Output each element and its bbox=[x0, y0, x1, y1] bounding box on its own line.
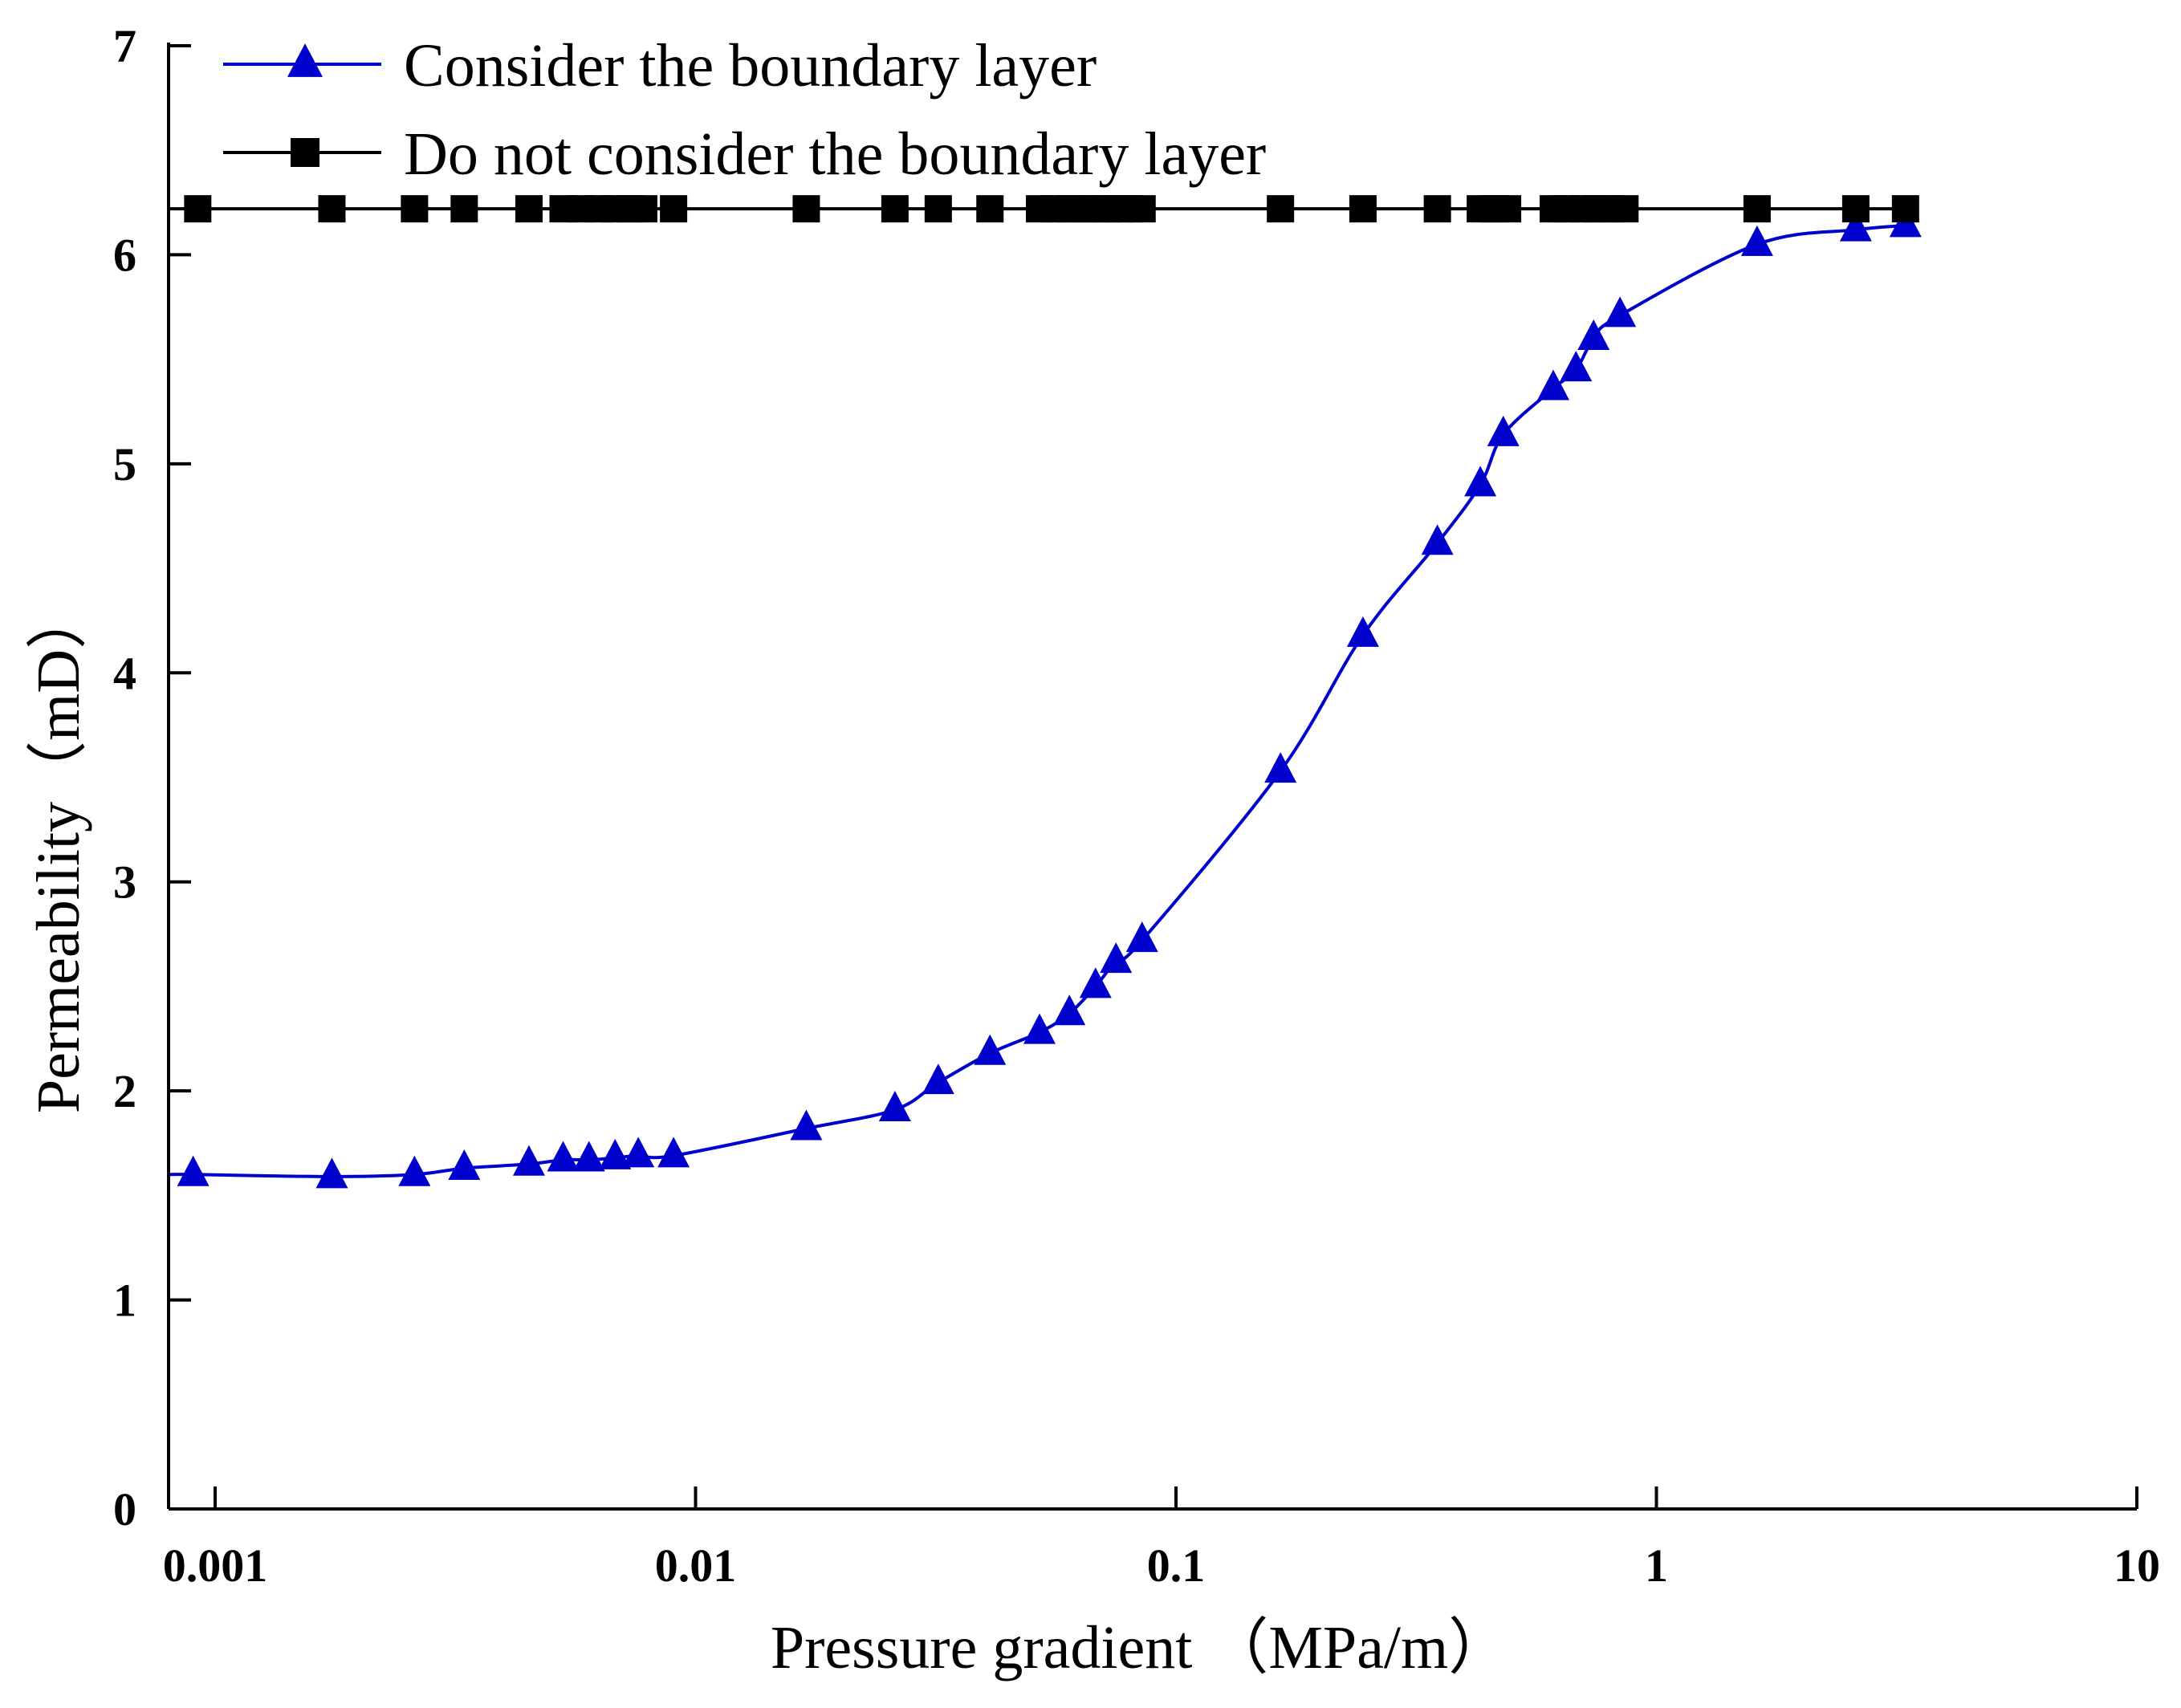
data-point-triangle bbox=[1023, 1013, 1056, 1044]
data-point-square bbox=[1841, 195, 1870, 223]
data-point-triangle bbox=[1100, 942, 1133, 974]
data-point-triangle bbox=[315, 1157, 348, 1189]
data-point-square bbox=[401, 195, 429, 223]
data-point-square bbox=[1267, 195, 1295, 223]
data-point-square bbox=[184, 195, 212, 223]
data-point-triangle bbox=[448, 1149, 481, 1180]
data-point-triangle bbox=[1053, 994, 1086, 1026]
data-point-triangle bbox=[512, 1145, 545, 1176]
legend: Consider the boundary layer Do not consid… bbox=[223, 32, 1266, 188]
x-tick-label: 1 bbox=[1645, 1539, 1668, 1592]
data-point-triangle bbox=[974, 1034, 1007, 1065]
x-tick-label: 0.01 bbox=[655, 1539, 737, 1592]
data-point-triangle bbox=[878, 1091, 911, 1122]
series-2 bbox=[168, 195, 1919, 223]
data-point-triangle bbox=[922, 1063, 954, 1095]
data-point-triangle bbox=[1560, 351, 1593, 382]
x-tick-label: 10 bbox=[2114, 1539, 2160, 1592]
y-tick-label: 0 bbox=[113, 1483, 136, 1535]
data-point-triangle bbox=[1537, 369, 1570, 401]
x-tick-label: 0.001 bbox=[163, 1539, 268, 1592]
data-point-triangle bbox=[1264, 752, 1297, 783]
data-point-triangle bbox=[177, 1155, 210, 1186]
data-point-triangle bbox=[790, 1109, 823, 1141]
legend-marker-square bbox=[291, 138, 319, 167]
y-tick-label: 3 bbox=[113, 856, 136, 909]
data-point-square bbox=[660, 195, 688, 223]
data-point-triangle bbox=[1839, 210, 1872, 242]
data-point-triangle bbox=[1740, 225, 1773, 256]
data-point-triangle bbox=[1487, 415, 1520, 446]
data-point-triangle bbox=[1577, 319, 1610, 351]
data-point-square bbox=[450, 195, 478, 223]
y-axis-title: Permeability（mD） bbox=[25, 588, 92, 1113]
legend-marker-triangle bbox=[287, 43, 323, 77]
legend-label: Do not consider the boundary layer bbox=[404, 120, 1266, 188]
data-point-triangle bbox=[599, 1138, 632, 1169]
data-point-square bbox=[792, 195, 820, 223]
data-point-triangle bbox=[657, 1137, 690, 1168]
data-point-triangle bbox=[622, 1137, 655, 1168]
data-point-triangle bbox=[1125, 921, 1158, 953]
data-point-triangle bbox=[547, 1141, 580, 1172]
data-point-triangle bbox=[1604, 296, 1637, 327]
data-point-square bbox=[515, 195, 543, 223]
x-axis-title: Pressure gradient （MPa/m） bbox=[771, 1614, 1509, 1682]
y-tick-label: 1 bbox=[113, 1275, 136, 1327]
data-point-square bbox=[976, 195, 1004, 223]
data-point-triangle bbox=[572, 1141, 605, 1172]
data-point-triangle bbox=[1464, 466, 1497, 497]
data-point-square bbox=[1349, 195, 1377, 223]
axes-layer: 0 1 2 3 4 5 6 7 0.001 0.01 0.1 1 10 bbox=[113, 20, 2160, 1592]
data-point-triangle bbox=[398, 1155, 431, 1186]
legend-item-1: Consider the boundary layer bbox=[223, 32, 1097, 100]
y-tick-label: 5 bbox=[113, 438, 136, 490]
data-point-triangle bbox=[1421, 524, 1454, 555]
y-tick-label: 2 bbox=[113, 1065, 136, 1117]
y-tick-label: 7 bbox=[113, 20, 136, 72]
data-point-triangle bbox=[1346, 616, 1379, 647]
data-point-triangle bbox=[1079, 967, 1112, 998]
legend-item-2: Do not consider the boundary layer bbox=[223, 120, 1266, 188]
x-tick-label: 0.1 bbox=[1147, 1539, 1206, 1592]
data-point-square bbox=[1494, 195, 1522, 223]
series-layer bbox=[168, 195, 1922, 1189]
data-point-square bbox=[318, 195, 346, 223]
y-tick-label: 4 bbox=[113, 647, 136, 699]
data-point-square bbox=[1891, 195, 1919, 223]
legend-label: Consider the boundary layer bbox=[404, 32, 1097, 100]
data-point-square bbox=[1128, 195, 1156, 223]
data-point-square bbox=[1743, 195, 1771, 223]
data-point-square bbox=[881, 195, 909, 223]
data-point-square bbox=[629, 195, 657, 223]
data-point-square bbox=[924, 195, 952, 223]
series-1 bbox=[168, 206, 1922, 1189]
data-point-square bbox=[1611, 195, 1639, 223]
y-tick-label: 6 bbox=[113, 229, 136, 281]
data-point-square bbox=[1423, 195, 1451, 223]
